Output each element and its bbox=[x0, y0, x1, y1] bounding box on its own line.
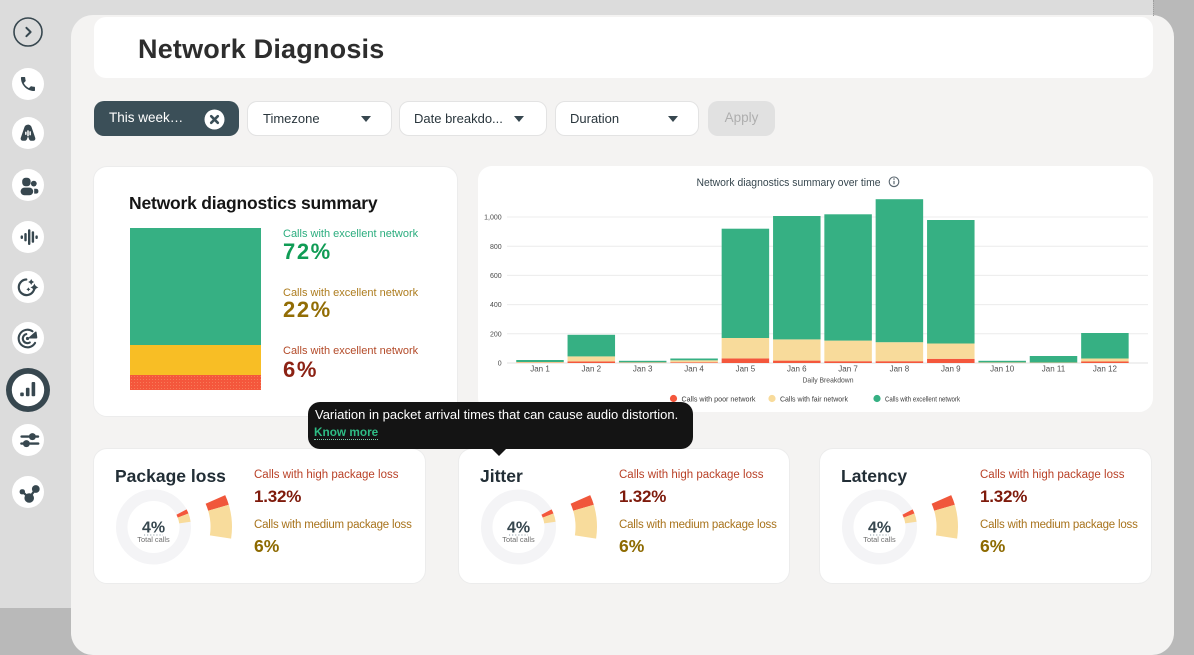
svg-text:Network diagnostics summary ov: Network diagnostics summary over time bbox=[697, 177, 881, 189]
svg-text:Calls with fair network: Calls with fair network bbox=[780, 394, 848, 403]
svg-text:Jan 11: Jan 11 bbox=[1042, 365, 1066, 374]
svg-text:Jan 9: Jan 9 bbox=[941, 365, 961, 374]
svg-text:Jan 10: Jan 10 bbox=[990, 365, 1015, 374]
svg-text:Jan 8: Jan 8 bbox=[890, 365, 910, 374]
svg-text:800: 800 bbox=[490, 244, 502, 251]
svg-text:Calls with excellent network: Calls with excellent network bbox=[885, 394, 960, 403]
svg-text:1,000: 1,000 bbox=[484, 215, 502, 222]
svg-text:Total calls: Total calls bbox=[502, 535, 535, 544]
svg-text:Jan 6: Jan 6 bbox=[787, 365, 807, 374]
svg-text:Jan 2: Jan 2 bbox=[582, 365, 602, 374]
svg-text:Jan 3: Jan 3 bbox=[633, 365, 653, 374]
svg-text:Total calls: Total calls bbox=[137, 535, 170, 544]
svg-text:600: 600 bbox=[490, 273, 502, 280]
svg-text:Calls with poor network: Calls with poor network bbox=[682, 394, 756, 403]
svg-text:Daily Breakdown: Daily Breakdown bbox=[803, 376, 854, 385]
svg-text:Jan 12: Jan 12 bbox=[1093, 365, 1118, 374]
svg-text:400: 400 bbox=[490, 302, 502, 309]
svg-text:0: 0 bbox=[498, 361, 502, 368]
svg-text:Jan 1: Jan 1 bbox=[530, 365, 550, 374]
svg-text:Jan 7: Jan 7 bbox=[838, 365, 858, 374]
svg-text:Jan 4: Jan 4 bbox=[684, 365, 704, 374]
svg-text:Jan 5: Jan 5 bbox=[736, 365, 756, 374]
svg-text:200: 200 bbox=[490, 331, 502, 338]
svg-text:Total calls: Total calls bbox=[863, 535, 896, 544]
